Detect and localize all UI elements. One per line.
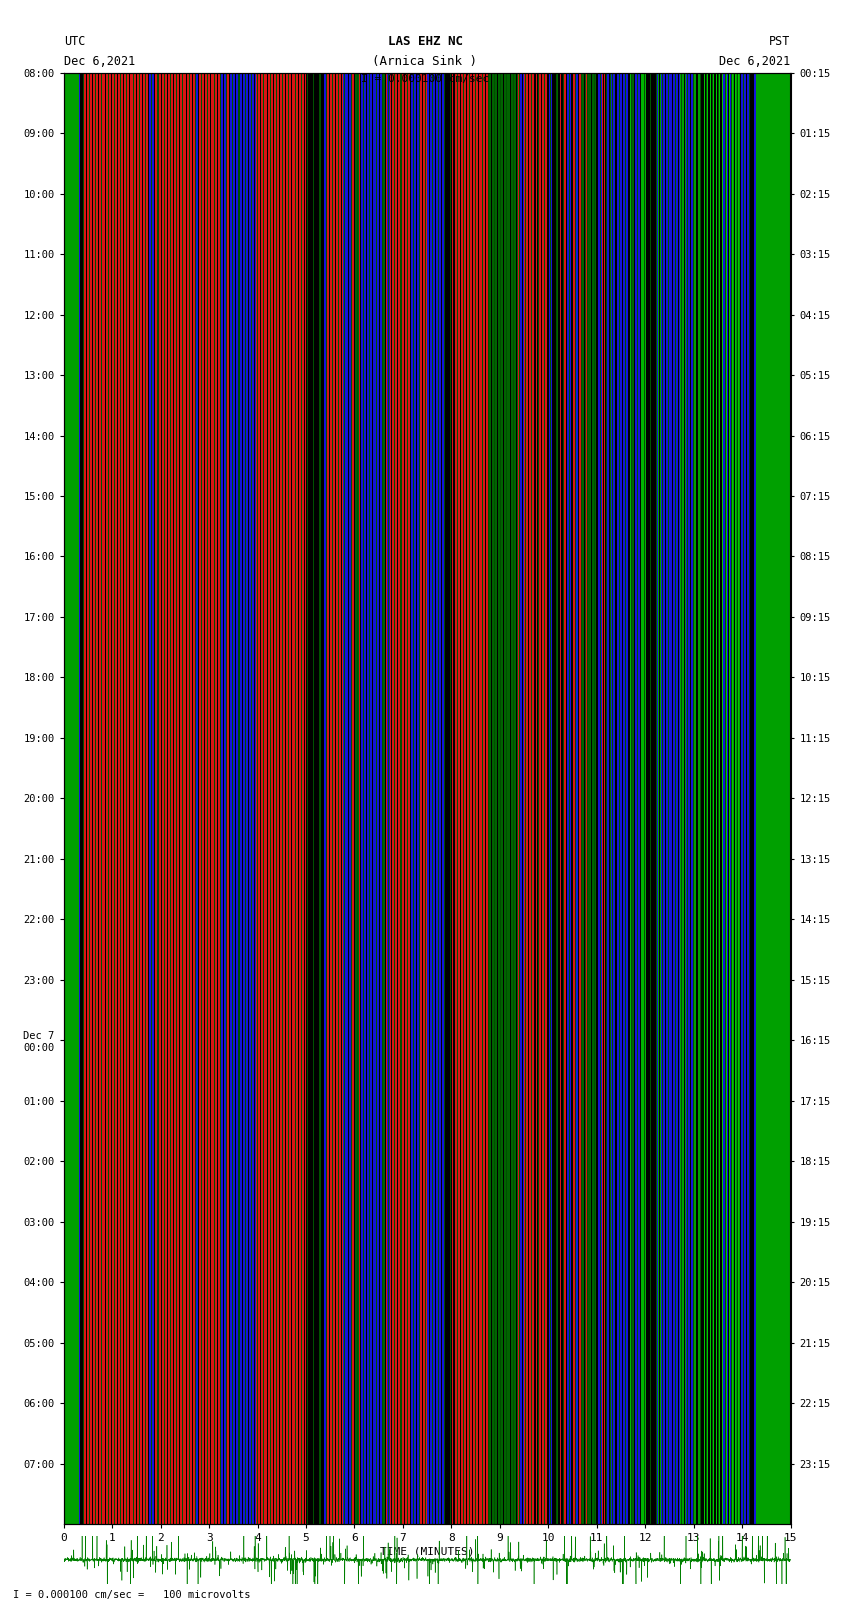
Text: Dec 6,2021: Dec 6,2021 bbox=[719, 55, 791, 68]
Text: UTC: UTC bbox=[64, 35, 85, 48]
Text: I = 0.000100 cm/sec =   100 microvolts: I = 0.000100 cm/sec = 100 microvolts bbox=[13, 1590, 250, 1600]
Text: PST: PST bbox=[769, 35, 790, 48]
X-axis label: TIME (MINUTES): TIME (MINUTES) bbox=[380, 1547, 474, 1557]
Text: I = 0.000100 cm/sec: I = 0.000100 cm/sec bbox=[361, 74, 489, 84]
Text: (Arnica Sink ): (Arnica Sink ) bbox=[372, 55, 478, 68]
Text: Dec 6,2021: Dec 6,2021 bbox=[64, 55, 135, 68]
Text: LAS EHZ NC: LAS EHZ NC bbox=[388, 35, 462, 48]
